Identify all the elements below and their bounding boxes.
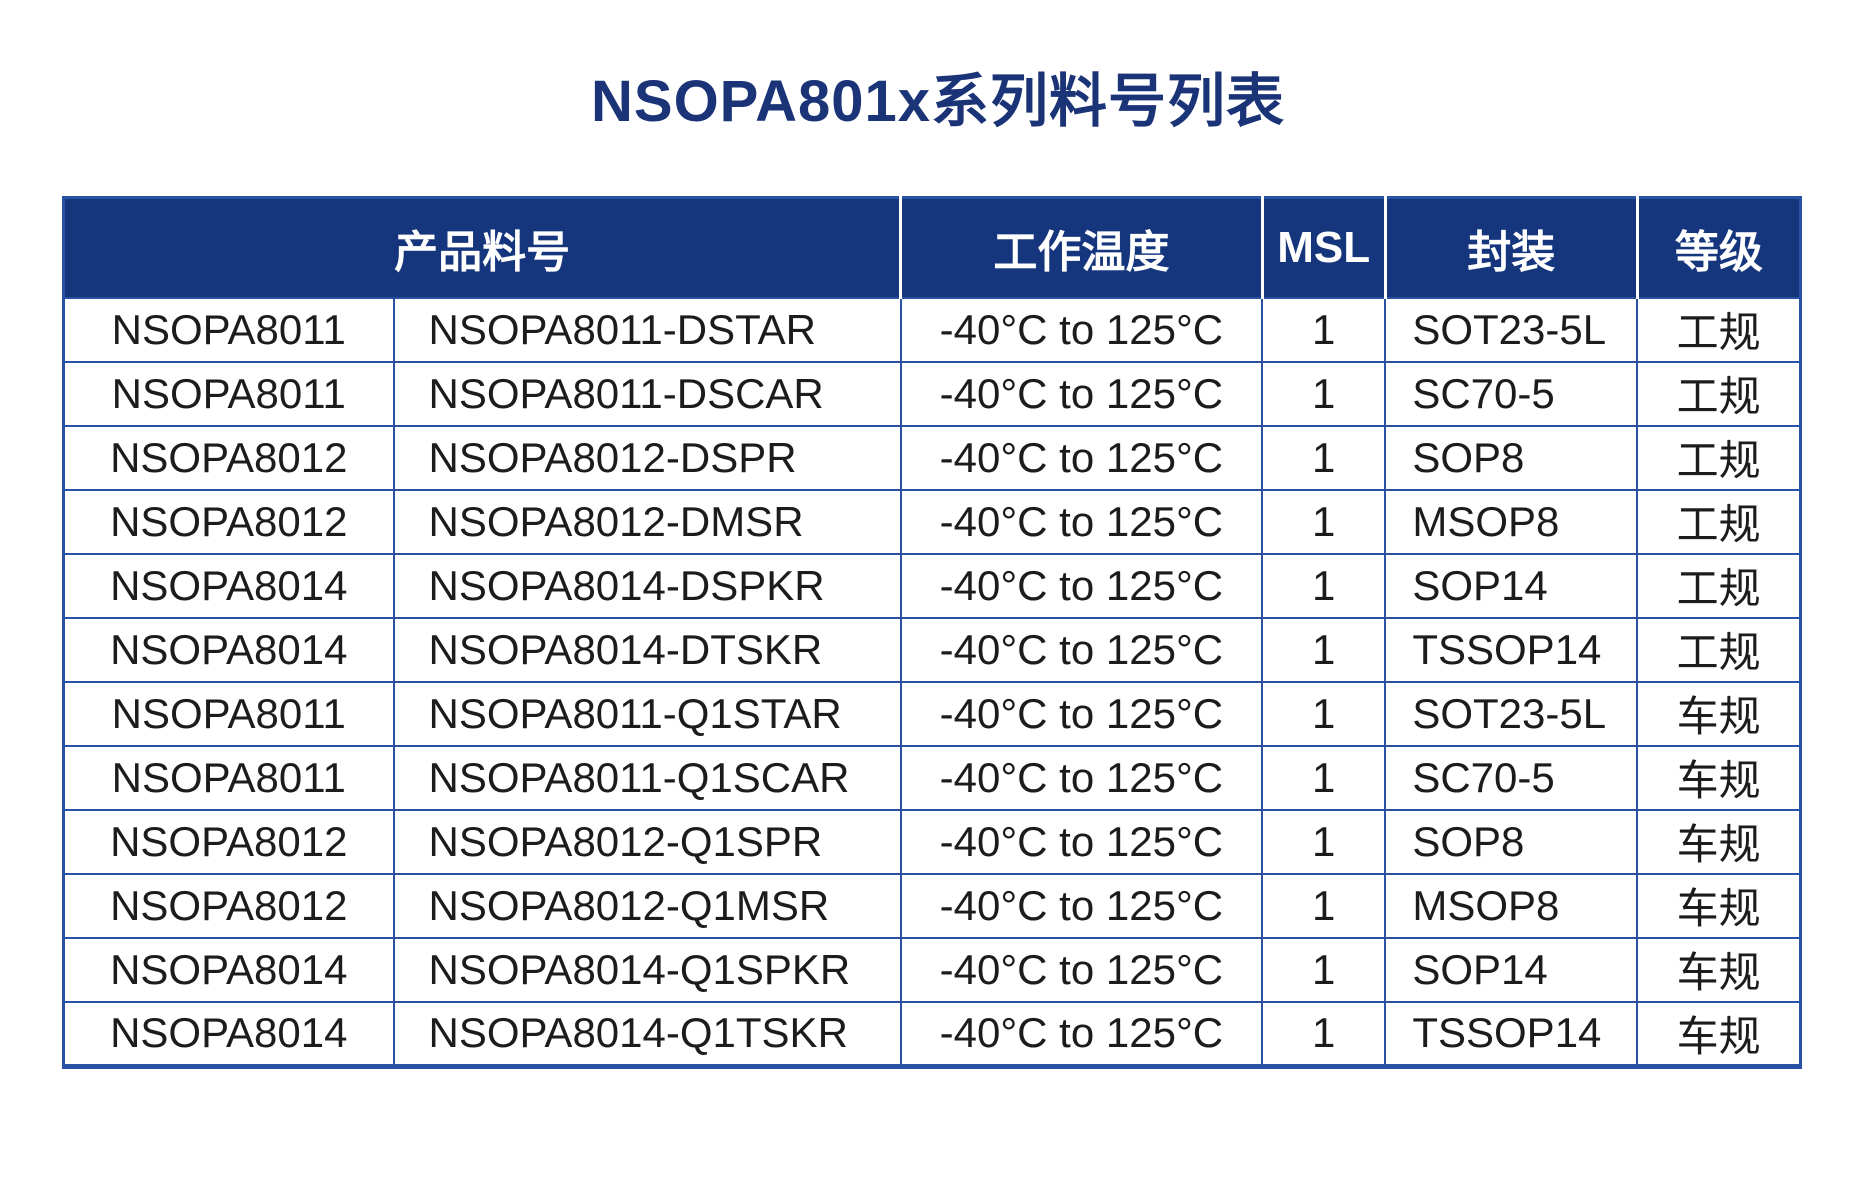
parts-table-container: 产品料号 工作温度 MSL 封装 等级 NSOPA8011 NSOPA8011-D… bbox=[62, 196, 1802, 1069]
header-row: 产品料号 工作温度 MSL 封装 等级 bbox=[63, 197, 1801, 298]
header-grade: 等级 bbox=[1635, 197, 1801, 298]
cell-package: SC70-5 bbox=[1384, 744, 1639, 811]
header-product-part-number: 产品料号 bbox=[63, 197, 901, 298]
cell-package: TSSOP14 bbox=[1384, 1000, 1639, 1067]
cell-grade: 工规 bbox=[1636, 488, 1802, 555]
cell-package: SOT23-5L bbox=[1384, 296, 1639, 363]
cell-series: NSOPA8014 bbox=[62, 616, 395, 683]
header-package: 封装 bbox=[1383, 197, 1638, 298]
cell-operating-temperature: -40°C to 125°C bbox=[899, 616, 1264, 683]
cell-package: MSOP8 bbox=[1384, 872, 1639, 939]
cell-part-number: NSOPA8012-Q1MSR bbox=[392, 872, 902, 939]
cell-series: NSOPA8012 bbox=[62, 424, 395, 491]
cell-msl: 1 bbox=[1261, 808, 1387, 875]
cell-grade: 车规 bbox=[1636, 808, 1802, 875]
cell-grade: 车规 bbox=[1636, 1000, 1802, 1067]
table-row: NSOPA8011 NSOPA8011-DSTAR -40°C to 125°C 1 S… bbox=[62, 296, 1802, 363]
table-row: NSOPA8011 NSOPA8011-Q1STAR -40°C to 125°C 1… bbox=[62, 680, 1802, 747]
cell-part-number: NSOPA8012-DMSR bbox=[392, 488, 902, 555]
cell-grade: 车规 bbox=[1636, 680, 1802, 747]
cell-part-number: NSOPA8012-Q1SPR bbox=[392, 808, 902, 875]
cell-package: MSOP8 bbox=[1384, 488, 1639, 555]
cell-grade: 车规 bbox=[1636, 872, 1802, 939]
cell-msl: 1 bbox=[1261, 616, 1387, 683]
cell-msl: 1 bbox=[1261, 744, 1387, 811]
cell-grade: 车规 bbox=[1636, 936, 1802, 1003]
cell-package: SOP14 bbox=[1384, 552, 1639, 619]
header-msl: MSL bbox=[1260, 197, 1386, 298]
cell-grade: 工规 bbox=[1636, 424, 1802, 491]
table-row: NSOPA8012 NSOPA8012-Q1SPR -40°C to 125°C 1 S… bbox=[62, 808, 1802, 875]
cell-grade: 工规 bbox=[1636, 360, 1802, 427]
cell-package: SOT23-5L bbox=[1384, 680, 1639, 747]
table-row: NSOPA8014 NSOPA8014-DTSKR -40°C to 125°C 1 T… bbox=[62, 616, 1802, 683]
cell-operating-temperature: -40°C to 125°C bbox=[899, 488, 1264, 555]
table-body: NSOPA8011 NSOPA8011-DSTAR -40°C to 125°C 1 S… bbox=[62, 296, 1802, 1067]
cell-series: NSOPA8012 bbox=[62, 808, 395, 875]
cell-series: NSOPA8011 bbox=[62, 360, 395, 427]
cell-operating-temperature: -40°C to 125°C bbox=[899, 552, 1264, 619]
page-title: NSOPA801x系列料号列表 bbox=[591, 69, 1285, 134]
table-row: NSOPA8012 NSOPA8012-DMSR -40°C to 125°C 1 MS… bbox=[62, 488, 1802, 555]
cell-part-number: NSOPA8014-Q1SPKR bbox=[392, 936, 902, 1003]
cell-part-number: NSOPA8014-Q1TSKR bbox=[392, 1000, 902, 1067]
cell-operating-temperature: -40°C to 125°C bbox=[899, 1000, 1264, 1067]
cell-series: NSOPA8011 bbox=[62, 680, 395, 747]
cell-grade: 工规 bbox=[1636, 552, 1802, 619]
cell-package: SOP8 bbox=[1384, 808, 1639, 875]
cell-package: SOP14 bbox=[1384, 936, 1639, 1003]
cell-grade: 工规 bbox=[1636, 296, 1802, 363]
cell-part-number: NSOPA8012-DSPR bbox=[392, 424, 902, 491]
cell-operating-temperature: -40°C to 125°C bbox=[899, 360, 1264, 427]
cell-msl: 1 bbox=[1261, 552, 1387, 619]
table-row: NSOPA8014 NSOPA8014-Q1SPKR -40°C to 125°C 1… bbox=[62, 936, 1802, 1003]
cell-msl: 1 bbox=[1261, 1000, 1387, 1067]
cell-part-number: NSOPA8014-DTSKR bbox=[392, 616, 902, 683]
cell-series: NSOPA8014 bbox=[62, 936, 395, 1003]
table-row: NSOPA8014 NSOPA8014-Q1TSKR -40°C to 125°C 1… bbox=[62, 1000, 1802, 1067]
cell-part-number: NSOPA8011-DSTAR bbox=[392, 296, 902, 363]
header-operating-temperature: 工作温度 bbox=[899, 197, 1263, 298]
cell-series: NSOPA8014 bbox=[62, 552, 395, 619]
table-row: NSOPA8011 NSOPA8011-DSCAR -40°C to 125°C 1 S… bbox=[62, 360, 1802, 427]
cell-msl: 1 bbox=[1261, 872, 1387, 939]
table-row: NSOPA8012 NSOPA8012-Q1MSR -40°C to 125°C 1 M… bbox=[62, 872, 1802, 939]
cell-operating-temperature: -40°C to 125°C bbox=[899, 424, 1264, 491]
cell-part-number: NSOPA8011-Q1STAR bbox=[392, 680, 902, 747]
cell-operating-temperature: -40°C to 125°C bbox=[899, 680, 1264, 747]
cell-operating-temperature: -40°C to 125°C bbox=[899, 808, 1264, 875]
cell-msl: 1 bbox=[1261, 360, 1387, 427]
cell-grade: 车规 bbox=[1636, 744, 1802, 811]
cell-operating-temperature: -40°C to 125°C bbox=[899, 296, 1264, 363]
cell-grade: 工规 bbox=[1636, 616, 1802, 683]
cell-operating-temperature: -40°C to 125°C bbox=[899, 872, 1264, 939]
cell-operating-temperature: -40°C to 125°C bbox=[899, 936, 1264, 1003]
table-row: NSOPA8011 NSOPA8011-Q1SCAR -40°C to 125°C 1… bbox=[62, 744, 1802, 811]
cell-package: TSSOP14 bbox=[1384, 616, 1639, 683]
cell-operating-temperature: -40°C to 125°C bbox=[899, 744, 1264, 811]
cell-msl: 1 bbox=[1261, 488, 1387, 555]
cell-package: SOP8 bbox=[1384, 424, 1639, 491]
cell-msl: 1 bbox=[1261, 296, 1387, 363]
cell-series: NSOPA8012 bbox=[62, 872, 395, 939]
cell-part-number: NSOPA8011-Q1SCAR bbox=[392, 744, 902, 811]
cell-package: SC70-5 bbox=[1384, 360, 1639, 427]
table-row: NSOPA8012 NSOPA8012-DSPR -40°C to 125°C 1 SO… bbox=[62, 424, 1802, 491]
table-header: 产品料号 工作温度 MSL 封装 等级 bbox=[63, 197, 1801, 298]
table-row: NSOPA8014 NSOPA8014-DSPKR -40°C to 125°C 1 S… bbox=[62, 552, 1802, 619]
cell-series: NSOPA8014 bbox=[62, 1000, 395, 1067]
cell-part-number: NSOPA8014-DSPKR bbox=[392, 552, 902, 619]
cell-series: NSOPA8011 bbox=[62, 744, 395, 811]
cell-series: NSOPA8011 bbox=[62, 296, 395, 363]
cell-series: NSOPA8012 bbox=[62, 488, 395, 555]
cell-msl: 1 bbox=[1261, 424, 1387, 491]
cell-msl: 1 bbox=[1261, 936, 1387, 1003]
parts-table: 产品料号 工作温度 MSL 封装 等级 NSOPA8011 NSOPA8011-D… bbox=[62, 196, 1802, 1069]
cell-part-number: NSOPA8011-DSCAR bbox=[392, 360, 902, 427]
cell-msl: 1 bbox=[1261, 680, 1387, 747]
